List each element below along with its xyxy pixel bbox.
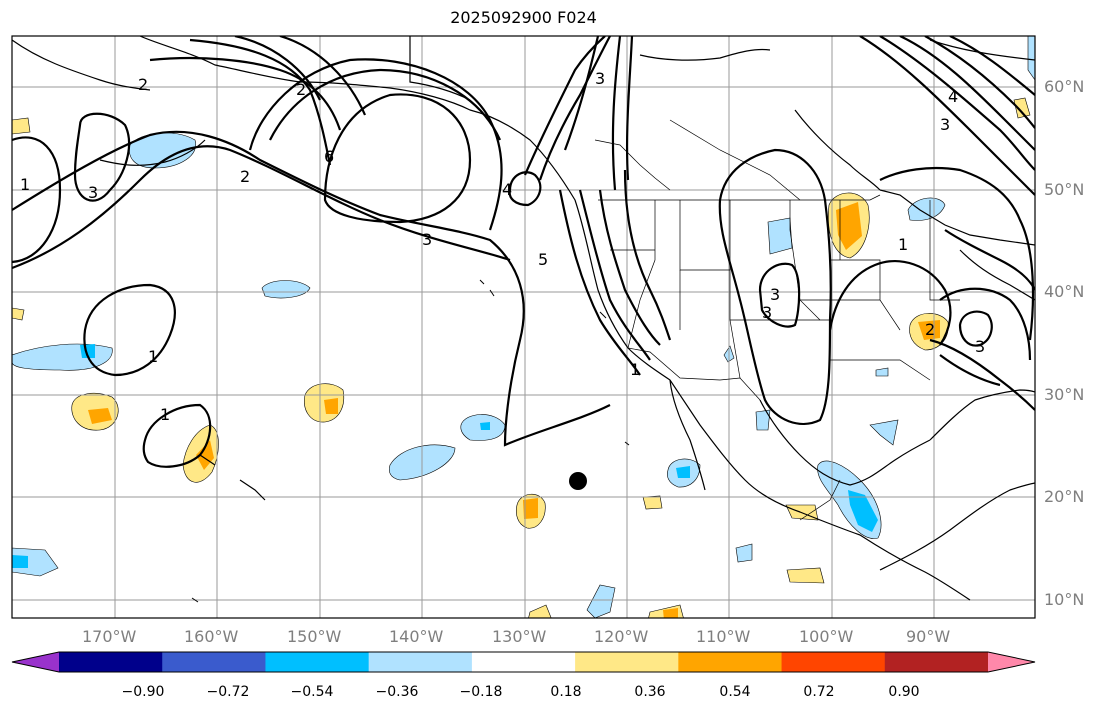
map-title: 2025092900 F024 [450, 8, 597, 27]
colorbar-tick: 0.90 [888, 684, 920, 700]
lat-label: 50°N [1044, 180, 1085, 199]
colorbar-segment [575, 652, 679, 672]
lon-label: 140°W [389, 627, 444, 646]
contour-label: 3 [940, 115, 950, 134]
colorbar-segment [884, 652, 989, 672]
colorbar-outline [11, 651, 1036, 673]
lat-label: 20°N [1044, 487, 1085, 506]
contour-label: 4 [948, 87, 958, 106]
contour-label: 2 [240, 167, 250, 186]
contour-label: 3 [595, 69, 605, 88]
lon-label: 150°W [287, 627, 342, 646]
contour-label: 1 [20, 175, 30, 194]
contour-label: 6 [324, 147, 334, 166]
colorbar-tick: 0.54 [719, 684, 751, 700]
contour-label: 4 [502, 180, 512, 199]
colorbar-tick: −0.72 [206, 684, 250, 700]
colorbar-tick: 0.72 [803, 684, 835, 700]
colorbar-extend-max [988, 652, 1035, 672]
colorbar-segment [368, 652, 473, 672]
lat-label: 60°N [1044, 77, 1085, 96]
colorbar-tick: −0.90 [121, 684, 165, 700]
political-borders [594, 119, 960, 521]
contour-label: 3 [770, 285, 780, 304]
map-frame [11, 35, 1036, 619]
storm-center-marker [569, 472, 587, 490]
contour-label-group: 2 2 1 3 2 6 3 4 5 1 1 1 3 3 1 3 2 3 3 4 [20, 69, 985, 424]
contour-label: 3 [975, 337, 985, 356]
colorbar-segment [162, 652, 266, 672]
colorbar-extend-min [12, 652, 59, 672]
positive-anomaly-shading [12, 97, 1031, 618]
contour-lines [12, 36, 1035, 468]
contour-label: 1 [148, 347, 158, 366]
colorbar-tick: 0.36 [634, 684, 666, 700]
contour-label: 3 [762, 303, 772, 322]
lon-label: 100°W [799, 627, 854, 646]
contour-label: 1 [630, 360, 640, 379]
lon-label: 130°W [492, 627, 547, 646]
graticule [12, 36, 1035, 618]
lon-label: 90°W [906, 627, 951, 646]
contour-label: 1 [160, 405, 170, 424]
colorbar-segment [59, 652, 163, 672]
contour-label: 2 [296, 80, 306, 99]
lon-label: 160°W [184, 627, 239, 646]
contour-label: 3 [422, 230, 432, 249]
contour-label: 5 [538, 250, 548, 269]
contour-label: 2 [925, 320, 935, 339]
contour-label: 3 [88, 183, 98, 202]
islands [191, 279, 630, 603]
colorbar-segment [265, 652, 370, 672]
colorbar-tick: −0.18 [459, 684, 503, 700]
lat-label: 30°N [1044, 385, 1085, 404]
negative-anomaly-shading [12, 36, 1035, 618]
lon-label: 120°W [594, 627, 649, 646]
contour-label: 1 [898, 235, 908, 254]
lon-label: 110°W [696, 627, 751, 646]
lat-label: 10°N [1044, 590, 1085, 609]
colorbar-tick: −0.54 [290, 684, 334, 700]
colorbar-tick: −0.36 [375, 684, 419, 700]
colorbar-segment [471, 652, 576, 672]
lat-label: 40°N [1044, 282, 1085, 301]
colorbar-segment [781, 652, 886, 672]
contour-label: 2 [138, 75, 148, 94]
colorbar-tick: 0.18 [550, 684, 582, 700]
colorbar [11, 651, 1036, 673]
colorbar-segment [678, 652, 783, 672]
lon-label: 170°W [82, 627, 137, 646]
